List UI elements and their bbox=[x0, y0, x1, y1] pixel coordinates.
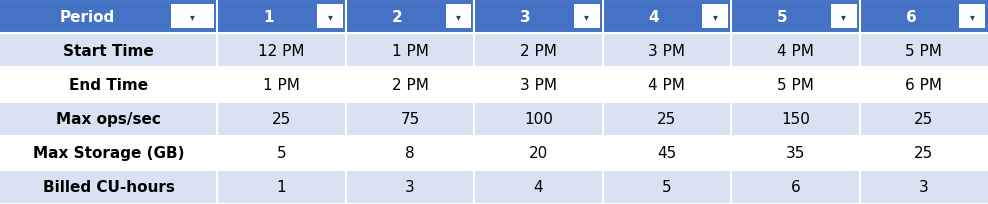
Text: 45: 45 bbox=[657, 145, 677, 161]
Text: 1: 1 bbox=[264, 10, 274, 24]
Text: 5: 5 bbox=[277, 145, 287, 161]
Text: 1: 1 bbox=[277, 180, 287, 194]
Text: 3 PM: 3 PM bbox=[520, 78, 557, 92]
Text: 25: 25 bbox=[914, 112, 934, 126]
Text: 35: 35 bbox=[785, 145, 805, 161]
Text: 8: 8 bbox=[405, 145, 415, 161]
Text: 2 PM: 2 PM bbox=[520, 43, 557, 59]
Text: 150: 150 bbox=[781, 112, 810, 126]
Bar bbox=[171, 5, 214, 29]
Bar bbox=[959, 5, 985, 29]
Text: ▾: ▾ bbox=[456, 12, 460, 22]
Text: 3 PM: 3 PM bbox=[648, 43, 686, 59]
Text: 5: 5 bbox=[778, 10, 787, 24]
Bar bbox=[0, 34, 988, 68]
Text: 1 PM: 1 PM bbox=[391, 43, 429, 59]
Bar bbox=[446, 5, 471, 29]
Text: 4: 4 bbox=[649, 10, 659, 24]
Bar bbox=[317, 5, 343, 29]
Text: 3: 3 bbox=[405, 180, 415, 194]
Text: Max Storage (GB): Max Storage (GB) bbox=[33, 145, 185, 161]
Text: 5 PM: 5 PM bbox=[905, 43, 943, 59]
Text: 4 PM: 4 PM bbox=[777, 43, 814, 59]
Text: 3: 3 bbox=[521, 10, 531, 24]
Bar bbox=[831, 5, 857, 29]
Bar bbox=[702, 5, 728, 29]
Text: 20: 20 bbox=[529, 145, 548, 161]
Bar bbox=[0, 68, 988, 102]
Text: 5 PM: 5 PM bbox=[777, 78, 814, 92]
Bar bbox=[0, 0, 988, 34]
Text: 2 PM: 2 PM bbox=[391, 78, 429, 92]
Text: 6: 6 bbox=[906, 10, 916, 24]
Text: ▾: ▾ bbox=[970, 12, 974, 22]
Text: End Time: End Time bbox=[69, 78, 148, 92]
Text: Start Time: Start Time bbox=[63, 43, 154, 59]
Text: 6: 6 bbox=[790, 180, 800, 194]
Text: ▾: ▾ bbox=[585, 12, 589, 22]
Bar bbox=[0, 102, 988, 136]
Text: 12 PM: 12 PM bbox=[258, 43, 305, 59]
Text: Max ops/sec: Max ops/sec bbox=[56, 112, 161, 126]
Text: 4: 4 bbox=[534, 180, 543, 194]
Text: ▾: ▾ bbox=[328, 12, 332, 22]
Text: Period: Period bbox=[59, 10, 115, 24]
Text: 75: 75 bbox=[400, 112, 420, 126]
Text: ▾: ▾ bbox=[842, 12, 846, 22]
Text: 5: 5 bbox=[662, 180, 672, 194]
Bar bbox=[574, 5, 600, 29]
Text: 25: 25 bbox=[657, 112, 677, 126]
Text: ▾: ▾ bbox=[191, 12, 195, 22]
Text: 6 PM: 6 PM bbox=[905, 78, 943, 92]
Text: 100: 100 bbox=[524, 112, 553, 126]
Text: 3: 3 bbox=[919, 180, 929, 194]
Text: 4 PM: 4 PM bbox=[648, 78, 686, 92]
Bar bbox=[0, 136, 988, 170]
Text: ▾: ▾ bbox=[713, 12, 717, 22]
Text: 2: 2 bbox=[392, 10, 402, 24]
Text: 25: 25 bbox=[272, 112, 291, 126]
Text: 1 PM: 1 PM bbox=[263, 78, 300, 92]
Text: Billed CU-hours: Billed CU-hours bbox=[42, 180, 175, 194]
Text: 25: 25 bbox=[914, 145, 934, 161]
Bar bbox=[0, 170, 988, 204]
